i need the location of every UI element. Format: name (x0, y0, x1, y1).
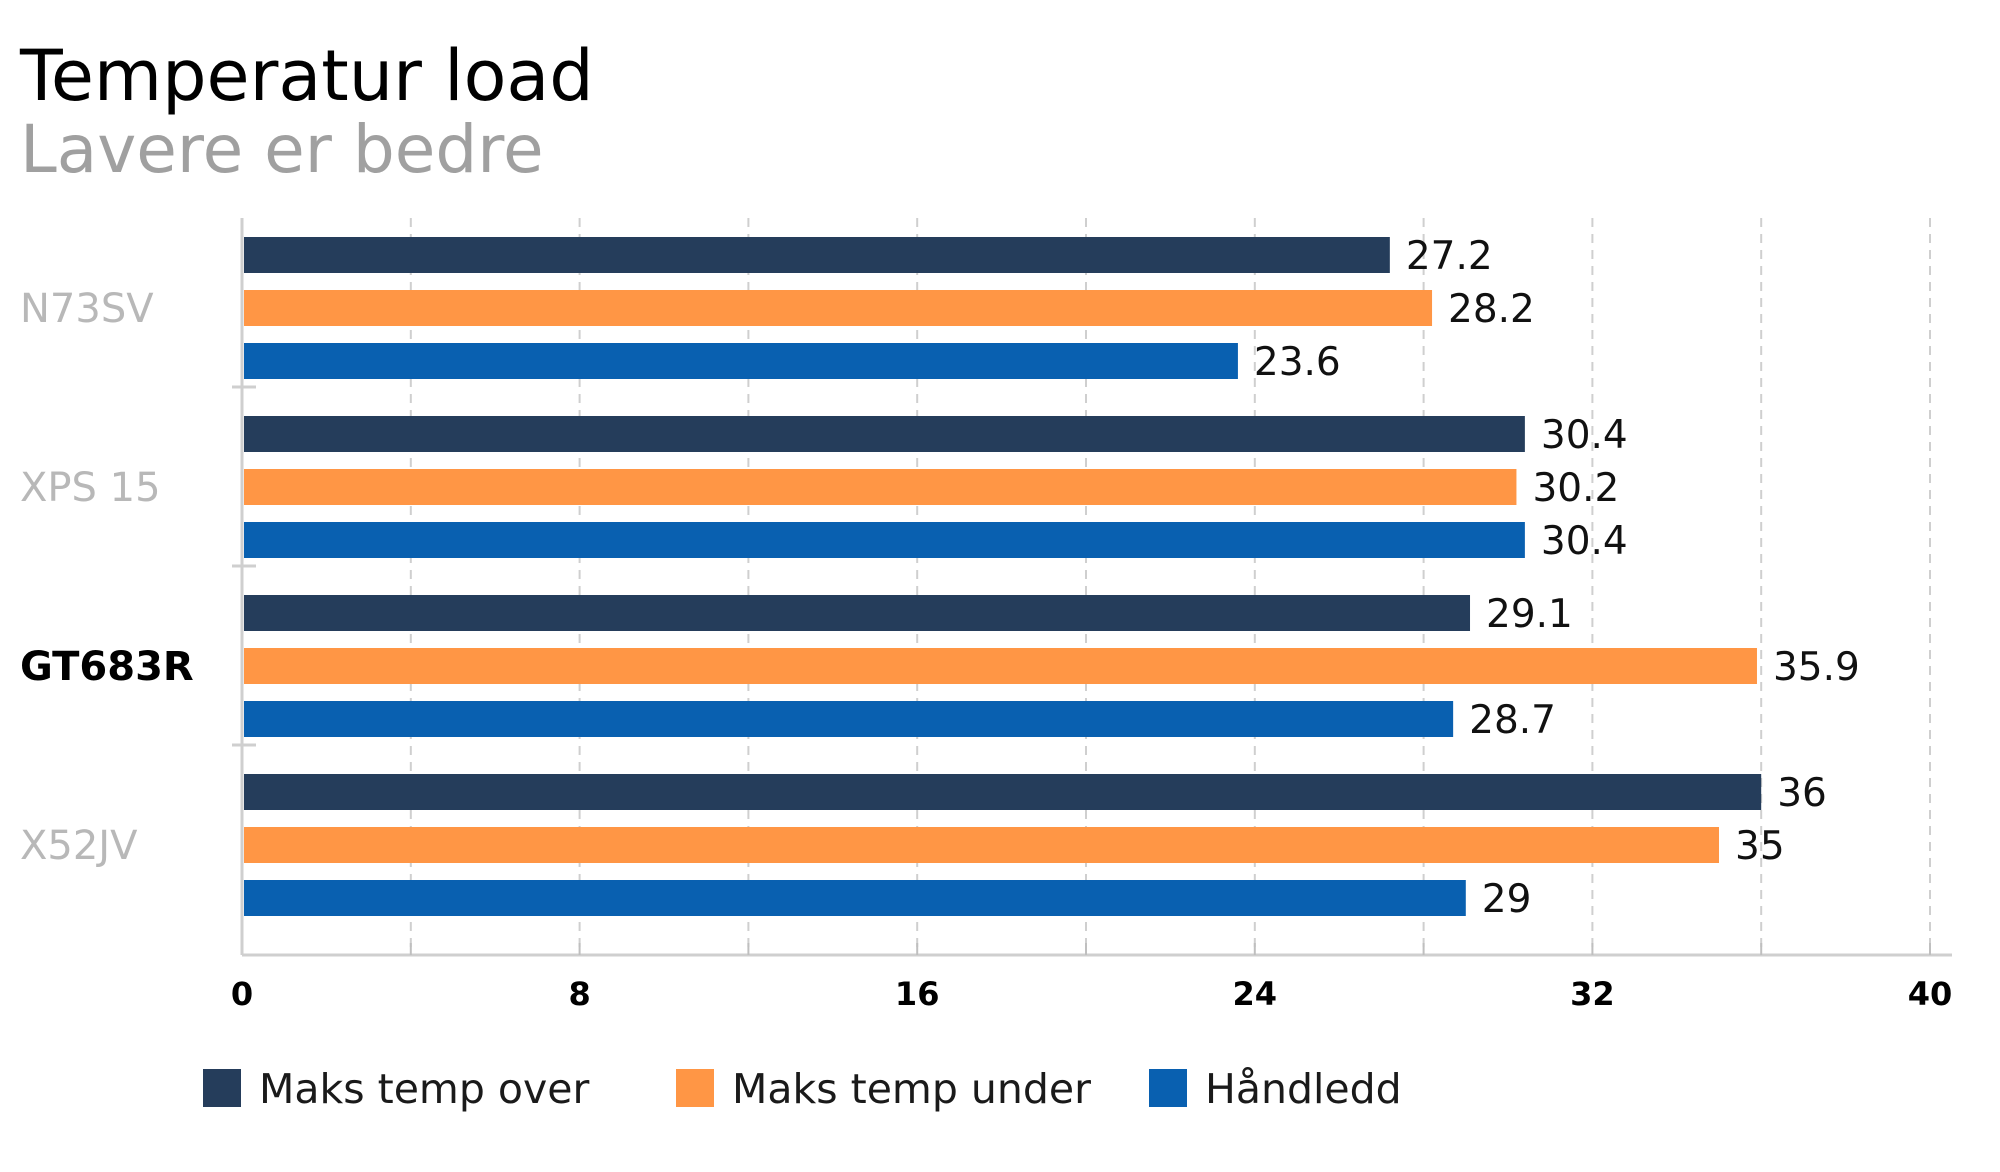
category-label: X52JV (20, 823, 138, 869)
category-label: N73SV (20, 286, 154, 332)
x-tick-label: 24 (1233, 975, 1278, 1013)
x-tick-label: 8 (568, 975, 590, 1013)
bar (244, 469, 1517, 505)
data-label: 30.4 (1541, 519, 1628, 564)
data-label: 30.4 (1541, 413, 1628, 458)
x-tick-label: 0 (231, 975, 253, 1013)
bar (244, 648, 1757, 684)
data-label: 27.2 (1406, 234, 1493, 279)
category-label: GT683R (20, 644, 194, 690)
data-label: 30.2 (1532, 466, 1619, 511)
x-tick-label: 16 (895, 975, 940, 1013)
bar (244, 774, 1762, 810)
data-label: 23.6 (1254, 340, 1341, 385)
bar (244, 416, 1525, 452)
bar (244, 827, 1719, 863)
data-label: 36 (1777, 771, 1827, 816)
legend-label: Håndledd (1205, 1065, 1402, 1113)
legend-label: Maks temp under (732, 1065, 1091, 1113)
x-tick-label: 40 (1908, 975, 1953, 1013)
bar (244, 290, 1433, 326)
category-label: XPS 15 (20, 465, 161, 511)
bar (244, 343, 1238, 379)
data-label: 28.7 (1469, 698, 1556, 743)
legend-swatch (676, 1069, 714, 1107)
bar (244, 880, 1466, 916)
bar (244, 237, 1390, 273)
bar (244, 595, 1471, 631)
x-tick-label: 32 (1570, 975, 1615, 1013)
chart-title: Temperatur load (19, 35, 594, 117)
legend-swatch (203, 1069, 241, 1107)
data-label: 29 (1482, 877, 1532, 922)
plot-area: 0 8 16 24 32 40 27.2 28.2 23.6 N73SV 30.4 30.2 30.4 X… (20, 218, 1952, 1013)
data-label: 35 (1735, 824, 1785, 869)
legend-swatch (1149, 1069, 1187, 1107)
data-label: 29.1 (1486, 592, 1573, 637)
legend: Maks temp over Maks temp under Håndledd (203, 1065, 1402, 1113)
bar (244, 701, 1454, 737)
legend-label: Maks temp over (259, 1065, 590, 1113)
bar (244, 522, 1525, 558)
chart-subtitle: Lavere er bedre (20, 111, 544, 188)
data-label: 28.2 (1448, 287, 1535, 332)
data-label: 35.9 (1773, 645, 1860, 690)
